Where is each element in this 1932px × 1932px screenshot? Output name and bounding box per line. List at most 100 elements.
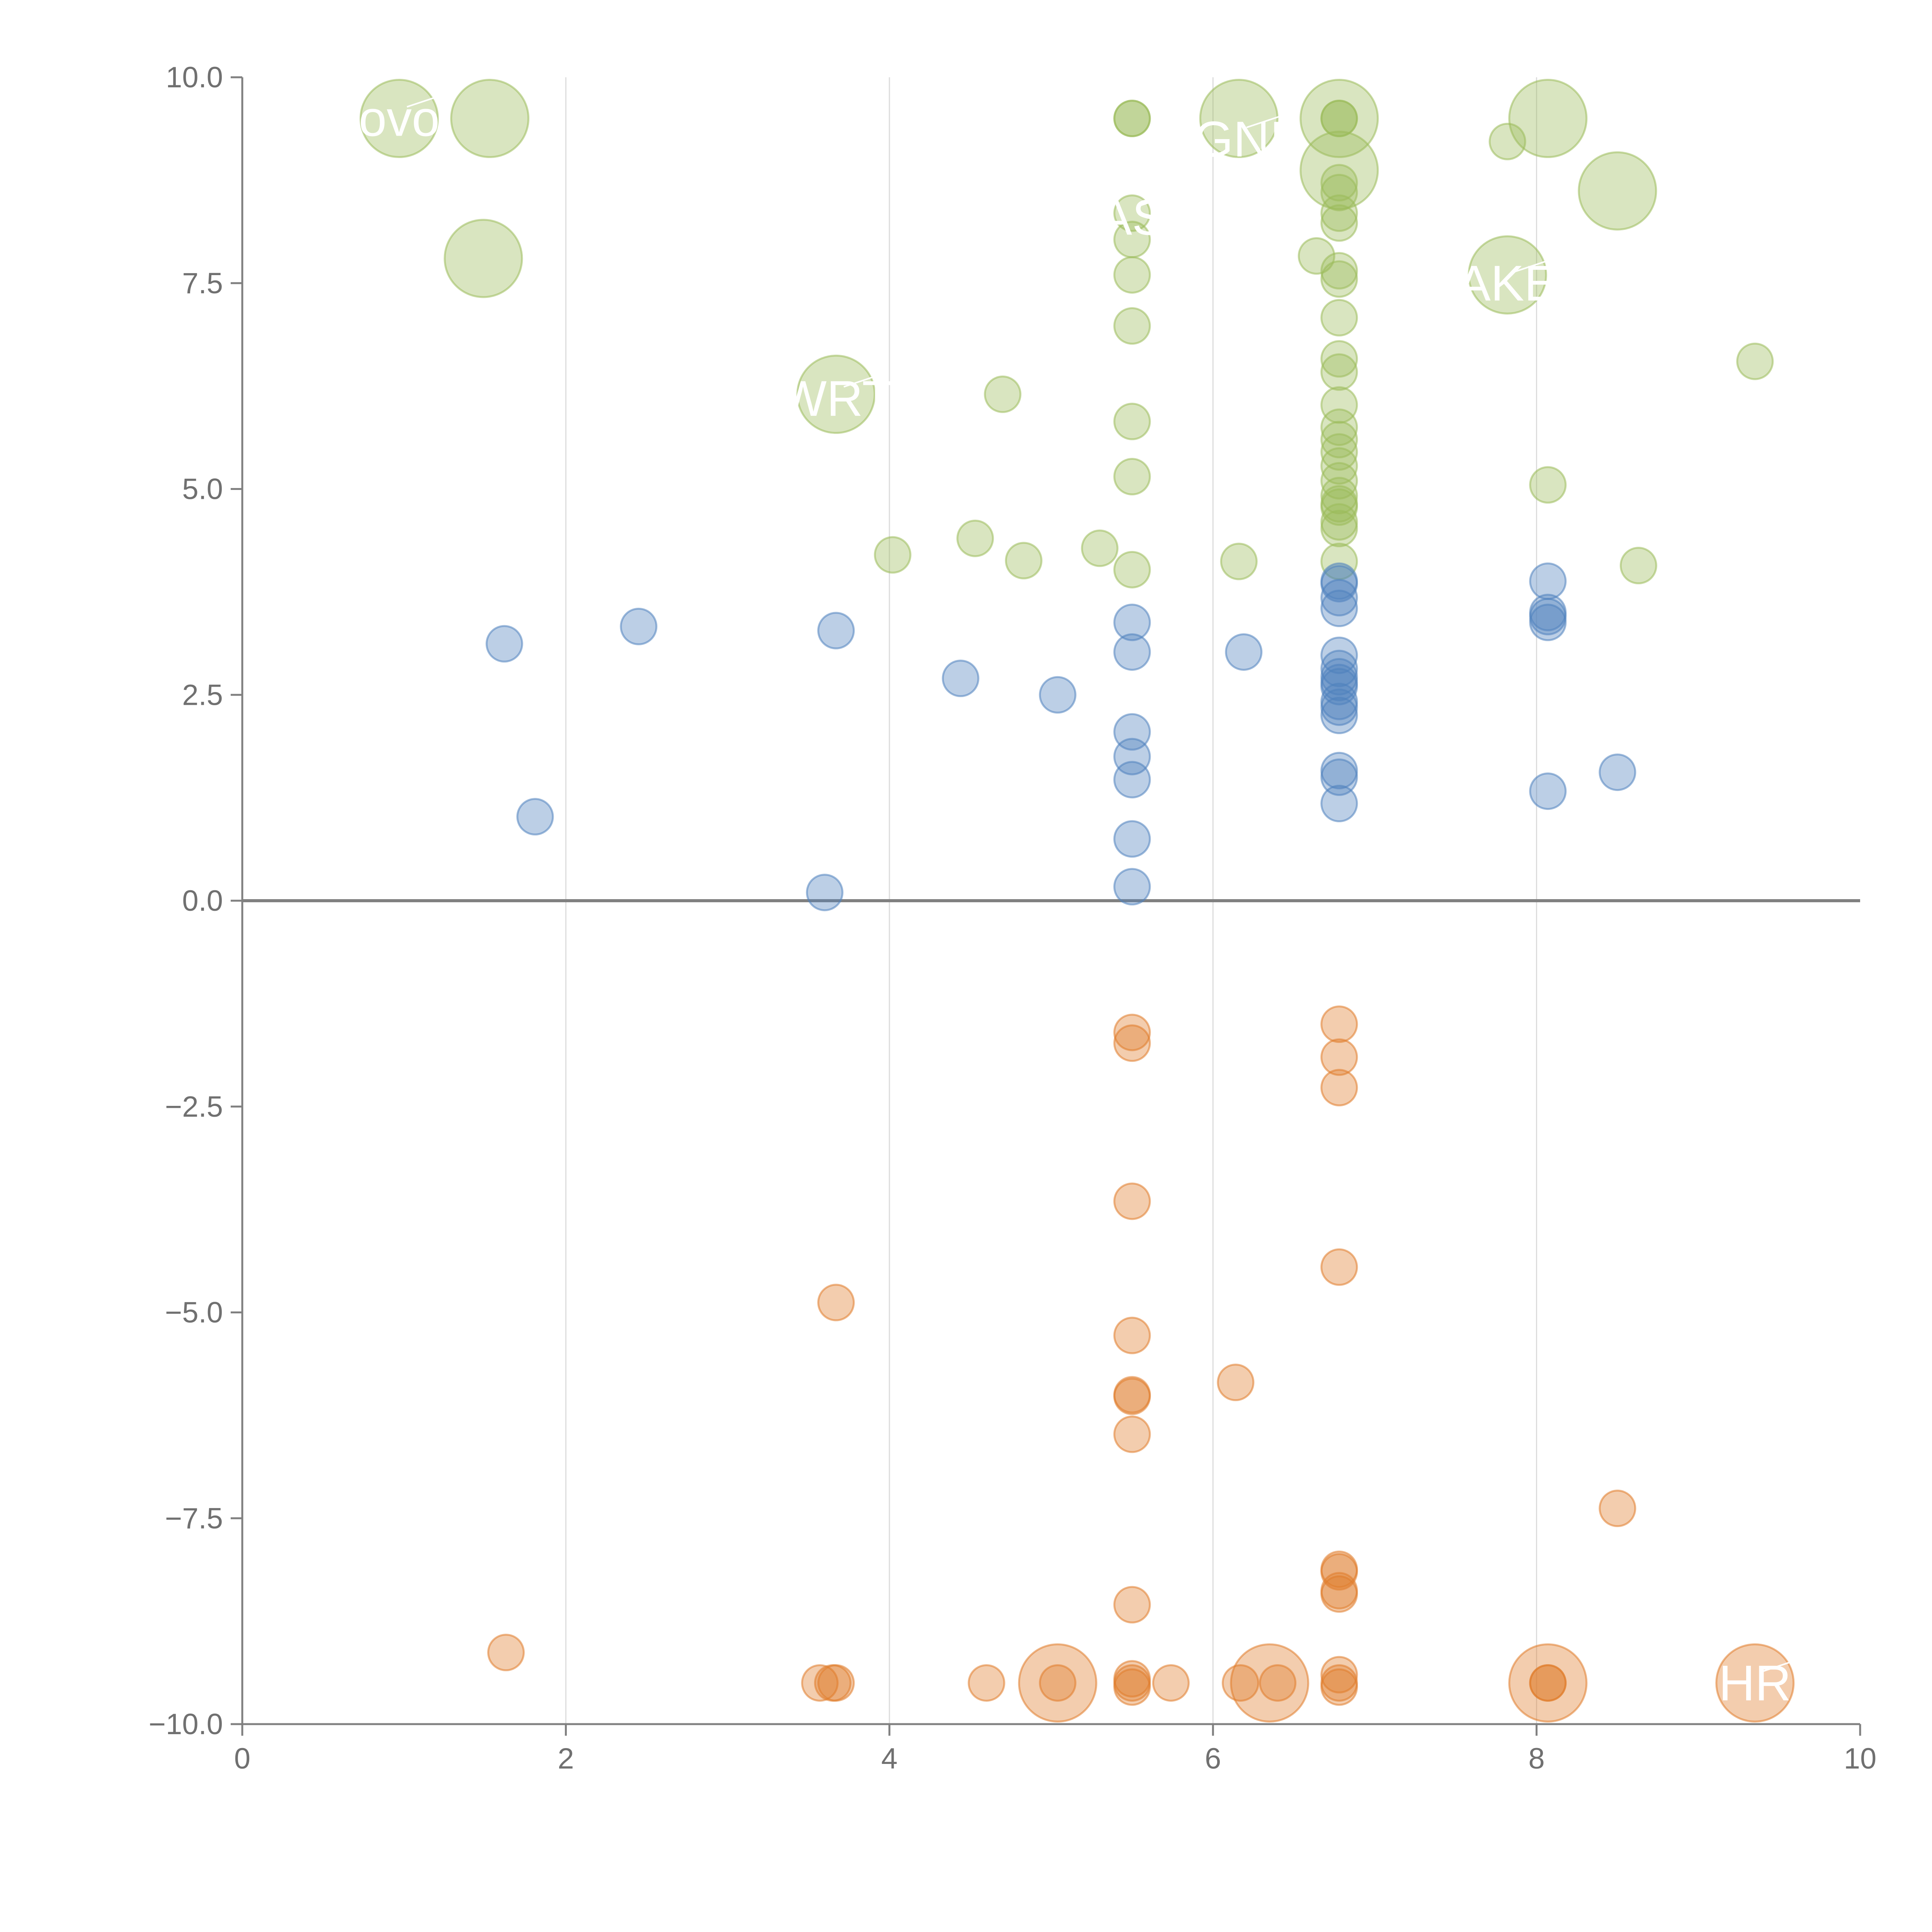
data-point-high-large[interactable] xyxy=(450,79,530,158)
data-point-low-large[interactable] xyxy=(1508,1643,1588,1723)
data-point-high-large[interactable] xyxy=(1199,79,1279,158)
data-point-low[interactable] xyxy=(1152,1664,1190,1702)
data-point-middle[interactable] xyxy=(1320,589,1358,627)
data-point-middle[interactable] xyxy=(1113,761,1151,799)
data-point-high[interactable] xyxy=(1113,100,1151,138)
data-point-high[interactable] xyxy=(1113,551,1151,588)
data-point-middle[interactable] xyxy=(1320,668,1358,706)
data-point-low[interactable] xyxy=(1320,1575,1358,1613)
data-point-high[interactable] xyxy=(1320,340,1358,378)
data-point-high[interactable] xyxy=(1320,447,1358,485)
data-point-high[interactable] xyxy=(1320,252,1358,290)
data-point-high[interactable] xyxy=(1081,529,1119,567)
data-point-low[interactable] xyxy=(1039,1664,1077,1702)
data-point-middle[interactable] xyxy=(1225,633,1263,671)
data-point-low[interactable] xyxy=(1320,1005,1358,1043)
data-point-middle[interactable] xyxy=(1320,697,1358,735)
data-point-high[interactable] xyxy=(1320,164,1358,202)
data-point-high[interactable] xyxy=(1220,543,1258,580)
data-point-low[interactable] xyxy=(1320,1553,1358,1591)
data-point-middle[interactable] xyxy=(485,625,523,663)
data-point-low[interactable] xyxy=(1113,1316,1151,1354)
data-point-low[interactable] xyxy=(817,1664,855,1702)
data-point-high[interactable] xyxy=(1320,433,1358,471)
data-point-low[interactable] xyxy=(817,1284,855,1321)
data-point-middle[interactable] xyxy=(806,874,844,912)
data-point-middle[interactable] xyxy=(1599,753,1636,791)
data-point-high[interactable] xyxy=(1320,462,1358,500)
data-point-high[interactable] xyxy=(1320,260,1358,298)
data-point-high-large[interactable] xyxy=(444,219,523,298)
data-point-high[interactable] xyxy=(1320,194,1358,232)
data-point-high[interactable] xyxy=(1113,194,1151,232)
data-point-middle[interactable] xyxy=(1320,688,1358,726)
data-point-middle[interactable] xyxy=(1113,820,1151,858)
data-point-high[interactable] xyxy=(1320,204,1358,242)
data-point-low[interactable] xyxy=(1113,1182,1151,1220)
data-point-middle[interactable] xyxy=(1039,676,1077,714)
data-point-high[interactable] xyxy=(1619,547,1657,585)
data-point-low-large[interactable] xyxy=(1230,1643,1310,1723)
data-point-low[interactable] xyxy=(1320,1069,1358,1107)
data-point-high[interactable] xyxy=(1320,353,1358,391)
data-point-low[interactable] xyxy=(1113,1668,1151,1706)
data-point-high[interactable] xyxy=(874,536,912,574)
data-point-low[interactable] xyxy=(1320,1248,1358,1286)
data-point-middle[interactable] xyxy=(1529,562,1567,600)
data-point-low[interactable] xyxy=(1217,1364,1255,1401)
data-point-low[interactable] xyxy=(1599,1490,1636,1527)
data-point-high[interactable] xyxy=(1298,237,1335,275)
data-point-low[interactable] xyxy=(1221,1664,1259,1702)
data-point-low[interactable] xyxy=(1113,1014,1151,1051)
data-point-middle[interactable] xyxy=(620,607,658,645)
data-point-low[interactable] xyxy=(801,1664,839,1702)
data-point-high[interactable] xyxy=(1320,477,1358,515)
data-point-high[interactable] xyxy=(1005,542,1043,580)
data-point-low[interactable] xyxy=(1113,1586,1151,1624)
data-point-high[interactable] xyxy=(1320,100,1358,138)
data-point-low[interactable] xyxy=(1529,1664,1567,1702)
data-point-low[interactable] xyxy=(1113,1024,1151,1062)
data-point-middle[interactable] xyxy=(1320,636,1358,674)
data-point-high[interactable] xyxy=(1320,299,1358,337)
data-point-low-large[interactable] xyxy=(1715,1643,1795,1723)
data-point-high[interactable] xyxy=(1113,403,1151,440)
data-point-middle[interactable] xyxy=(516,798,554,836)
data-point-high[interactable] xyxy=(984,375,1022,413)
data-point-high[interactable] xyxy=(1320,173,1358,211)
data-point-low[interactable] xyxy=(1113,1415,1151,1453)
data-point-high[interactable] xyxy=(1320,488,1358,526)
data-point-high[interactable] xyxy=(1736,342,1774,380)
data-point-low[interactable] xyxy=(1113,1378,1151,1415)
data-point-high[interactable] xyxy=(1529,466,1567,504)
data-point-high[interactable] xyxy=(1488,122,1526,160)
data-point-middle[interactable] xyxy=(1113,868,1151,906)
data-point-middle[interactable] xyxy=(942,660,980,697)
data-point-high-large[interactable] xyxy=(1578,151,1657,231)
data-point-low[interactable] xyxy=(1259,1664,1297,1702)
data-point-middle[interactable] xyxy=(1320,758,1358,796)
data-point-high[interactable] xyxy=(1320,421,1358,459)
data-point-high[interactable] xyxy=(1113,458,1151,496)
data-point-high-large[interactable] xyxy=(1468,235,1547,315)
data-point-middle[interactable] xyxy=(1320,579,1358,617)
data-point-middle[interactable] xyxy=(1113,604,1151,641)
data-point-middle[interactable] xyxy=(817,612,855,650)
data-point-high-large[interactable] xyxy=(1299,131,1379,210)
data-point-middle[interactable] xyxy=(1113,738,1151,776)
data-point-high-large[interactable] xyxy=(359,79,439,158)
data-point-low[interactable] xyxy=(1320,1038,1358,1076)
data-point-high[interactable] xyxy=(1113,307,1151,345)
data-point-middle[interactable] xyxy=(1529,772,1567,810)
data-point-middle[interactable] xyxy=(1113,633,1151,671)
data-point-high-large[interactable] xyxy=(1508,79,1588,158)
data-point-middle[interactable] xyxy=(1529,604,1567,641)
data-point-high[interactable] xyxy=(1320,510,1358,548)
data-point-high[interactable] xyxy=(1113,256,1151,294)
data-point-low[interactable] xyxy=(1320,1668,1358,1706)
data-point-low[interactable] xyxy=(1320,1656,1358,1694)
data-point-low[interactable] xyxy=(487,1634,525,1672)
data-point-high-large[interactable] xyxy=(796,354,876,434)
data-point-low[interactable] xyxy=(968,1664,1005,1702)
data-point-middle[interactable] xyxy=(1320,785,1358,823)
